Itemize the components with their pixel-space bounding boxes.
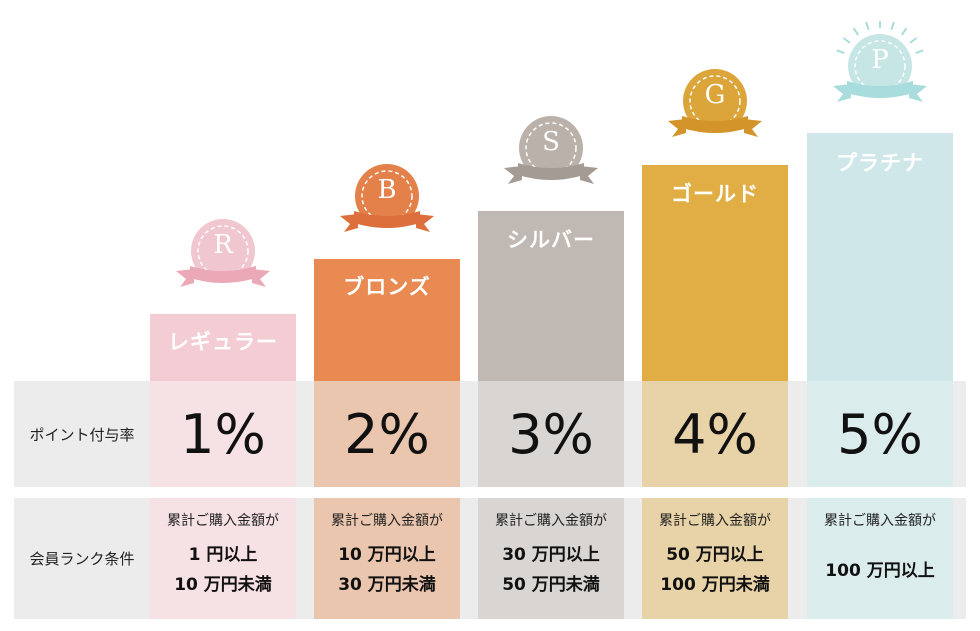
rank-rate-cell	[150, 381, 296, 487]
medal-dashed-ring	[525, 122, 577, 174]
rank-column: シルバー 3% 累計ご購入金額が 30 万円以上 50 万円未満 S	[478, 0, 624, 631]
medal-disc	[848, 34, 912, 98]
point-rate-value: 3%	[508, 402, 594, 466]
rank-name: ブロンズ	[343, 275, 431, 299]
medal-disc	[355, 164, 419, 228]
condition-line-1: 1 円以上	[188, 545, 258, 565]
rank-column: レギュラー 1% 累計ご購入金額が 1 円以上 10 万円未満 R	[150, 0, 296, 631]
rank-header-block	[642, 165, 788, 381]
sparkle-ray	[842, 37, 851, 44]
rank-condition-cell	[314, 498, 460, 619]
rank-header-block	[314, 259, 460, 381]
medal-disc	[519, 116, 583, 180]
ribbon-band	[682, 116, 748, 133]
points-rate-label: ポイント付与率	[29, 425, 135, 444]
ribbon-tails	[340, 214, 434, 232]
medal-dashed-ring	[197, 225, 249, 277]
medal-dashed-ring	[361, 170, 413, 222]
rank-rate-cell	[314, 381, 460, 487]
rank-header-block	[150, 314, 296, 381]
point-rate-value: 2%	[344, 402, 430, 466]
member-rank-condition-label: 会員ランク条件	[29, 550, 135, 568]
rank-column: プラチナ 5% 累計ご購入金額が 100 万円以上 P	[807, 0, 953, 631]
rank-header-block	[478, 211, 624, 381]
medal-letter: S	[542, 127, 560, 157]
rank-header-block	[807, 133, 953, 381]
medal-disc	[683, 69, 747, 133]
condition-line-2: 30 万円未満	[338, 575, 436, 595]
ribbon-tails	[833, 84, 927, 102]
medal-letter: G	[705, 80, 726, 110]
rank-column: ゴールド 4% 累計ご購入金額が 50 万円以上 100 万円未満 G	[642, 0, 788, 631]
condition-heading: 累計ご購入金額が	[824, 513, 936, 529]
ribbon-band	[190, 266, 256, 283]
condition-heading: 累計ご購入金額が	[167, 513, 279, 529]
sparkle-ray	[836, 49, 845, 54]
sparkle-ray	[900, 27, 908, 36]
medal-dashed-ring	[854, 40, 906, 92]
rank-name: ゴールド	[671, 182, 759, 206]
medal-icon: G	[668, 69, 762, 137]
medal-disc	[191, 219, 255, 283]
rank-condition-cell	[807, 498, 953, 619]
rank-name: プラチナ	[836, 151, 924, 175]
rank-rate-cell	[642, 381, 788, 487]
ribbon-tails	[176, 269, 270, 287]
condition-line-1: 30 万円以上	[502, 545, 600, 565]
rank-name: レギュラー	[168, 330, 278, 354]
condition-heading: 累計ご購入金額が	[331, 513, 443, 529]
ribbon-band	[354, 211, 420, 228]
ribbon-tails	[668, 119, 762, 137]
sparkle-ray	[909, 37, 918, 44]
rank-condition-cell	[642, 498, 788, 619]
medal-icon: B	[340, 164, 434, 232]
rank-column: ブロンズ 2% 累計ご購入金額が 10 万円以上 30 万円未満 B	[314, 0, 460, 631]
ribbon-band	[847, 81, 913, 98]
ribbon-band	[518, 163, 584, 180]
rank-condition-cell	[478, 498, 624, 619]
medal-icon: R	[176, 219, 270, 287]
condition-line-1: 50 万円以上	[666, 545, 764, 565]
medal-letter: P	[871, 45, 889, 75]
rank-rate-cell	[807, 381, 953, 487]
sparkle-ray	[915, 49, 924, 54]
medal-letter: B	[377, 175, 396, 205]
medal-icon: S	[504, 116, 598, 184]
condition-line-1: 100 万円以上	[825, 561, 935, 581]
sparkle-ray	[890, 21, 895, 31]
condition-line-2: 50 万円未満	[502, 575, 600, 595]
condition-heading: 累計ご購入金額が	[495, 513, 607, 529]
point-rate-value: 1%	[180, 402, 266, 466]
condition-heading: 累計ご購入金額が	[659, 513, 771, 529]
condition-line-2: 100 万円未満	[660, 575, 770, 595]
rank-name: シルバー	[507, 228, 595, 252]
rank-condition-cell	[150, 498, 296, 619]
rank-rate-cell	[478, 381, 624, 487]
sparkle-ray	[852, 27, 860, 36]
sparkle-ray	[865, 21, 870, 31]
ribbon-tails	[504, 166, 598, 184]
condition-line-2: 10 万円未満	[174, 575, 272, 595]
medal-icon: P	[833, 21, 927, 102]
point-rate-value: 5%	[837, 402, 923, 466]
medal-letter: R	[213, 230, 234, 260]
medal-dashed-ring	[689, 75, 741, 127]
condition-line-1: 10 万円以上	[338, 545, 436, 565]
point-rate-value: 4%	[672, 402, 758, 466]
